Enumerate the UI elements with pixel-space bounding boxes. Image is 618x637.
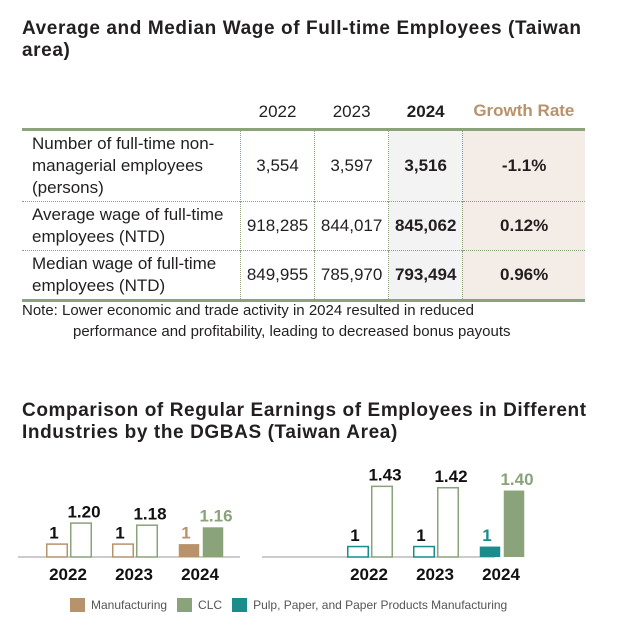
cell-label: Average wage of full-time employees (NTD… <box>32 205 224 246</box>
bar-charts: 1 1.20 2022 1 1.18 2023 1 1.16 2024 1 1.43 2022 1 1.4… <box>18 466 534 584</box>
bar-clc-2024 <box>503 490 525 557</box>
cell-v2024: 793,494 <box>388 250 463 301</box>
legend-label: CLC <box>198 598 223 612</box>
table-title: Average and Median Wage of Full-time Emp… <box>22 18 582 61</box>
legend-swatch <box>177 598 193 612</box>
data-label: 1.18 <box>133 504 166 523</box>
table-row: Average wage of full-time employees (NTD… <box>22 201 585 251</box>
bar-clc-2024 <box>202 527 224 557</box>
col-header <box>22 72 241 130</box>
data-label: 1 <box>350 526 359 545</box>
tick-label: 2022 <box>350 565 388 584</box>
bar-pulp-2022 <box>347 545 369 558</box>
data-label: 1.42 <box>434 467 467 486</box>
bar-manufacturing-2022 <box>46 543 68 558</box>
tick-label: 2022 <box>49 565 87 584</box>
bar-clc-2023 <box>136 524 158 558</box>
cell-v2023: 785,970 <box>314 250 389 301</box>
data-label: 1 <box>49 523 58 542</box>
data-label: 1.16 <box>199 507 232 526</box>
cell-v2022: 918,285 <box>239 201 315 251</box>
tick-label: 2023 <box>115 565 153 584</box>
legend: Manufacturing CLC Pulp, Paper, and Paper… <box>70 598 507 612</box>
bar-manufacturing-2024 <box>178 544 200 557</box>
cell-v2023: 3,597 <box>314 129 389 202</box>
col-header: 2022 <box>258 102 297 121</box>
table-row: Median wage of full-time employees (NTD)… <box>22 250 585 301</box>
col-header: Growth Rate <box>473 101 575 120</box>
legend-label: Pulp, Paper, and Paper Products Manufact… <box>253 598 508 612</box>
cell-v2024: 3,516 <box>388 129 463 202</box>
data-label: 1 <box>115 523 124 542</box>
note-line: Lower economic and trade activity in 202… <box>62 302 474 319</box>
note: Note: Lower economic and trade activity … <box>22 300 582 342</box>
data-label: 1 <box>181 523 190 542</box>
bar-pulp-2023 <box>413 545 435 558</box>
cell-label: Number of full-time non-managerial emplo… <box>32 134 215 197</box>
col-header: 2023 <box>332 102 371 121</box>
bar-pulp-2024 <box>479 546 501 557</box>
tick-label: 2024 <box>482 565 520 584</box>
bar-clc-2022 <box>371 485 393 558</box>
data-label: 1.43 <box>368 466 401 485</box>
col-header: 2024 <box>406 102 445 121</box>
cell-v2024: 845,062 <box>388 201 463 251</box>
cell-label: Median wage of full-time employees (NTD) <box>32 254 217 295</box>
bar-clc-2023 <box>437 487 459 558</box>
data-label: 1.40 <box>500 470 533 489</box>
note-prefix: Note: <box>22 302 58 319</box>
legend-label: Manufacturing <box>91 598 168 612</box>
chart-title: Comparison of Regular Earnings of Employ… <box>22 400 587 443</box>
legend-swatch <box>70 598 85 612</box>
tick-label: 2023 <box>416 565 454 584</box>
bar-manufacturing-2023 <box>112 543 134 558</box>
data-label: 1 <box>416 526 425 545</box>
note-line: performance and profitability, leading t… <box>73 323 511 340</box>
cell-growth: -1.1% <box>462 129 585 202</box>
data-label: 1 <box>482 526 491 545</box>
legend-swatch <box>232 598 248 612</box>
data-label: 1.20 <box>67 502 100 521</box>
cell-v2022: 849,955 <box>239 250 315 301</box>
wage-table: 2022 2023 2024 Growth Rate Number of ful… <box>22 72 585 302</box>
cell-v2023: 844,017 <box>314 201 389 251</box>
cell-growth: 0.12% <box>462 201 585 251</box>
bar-clc-2022 <box>70 522 92 558</box>
table-row: Number of full-time non-managerial emplo… <box>22 129 585 202</box>
tick-label: 2024 <box>181 565 219 584</box>
cell-growth: 0.96% <box>462 250 585 301</box>
cell-v2022: 3,554 <box>239 129 315 202</box>
